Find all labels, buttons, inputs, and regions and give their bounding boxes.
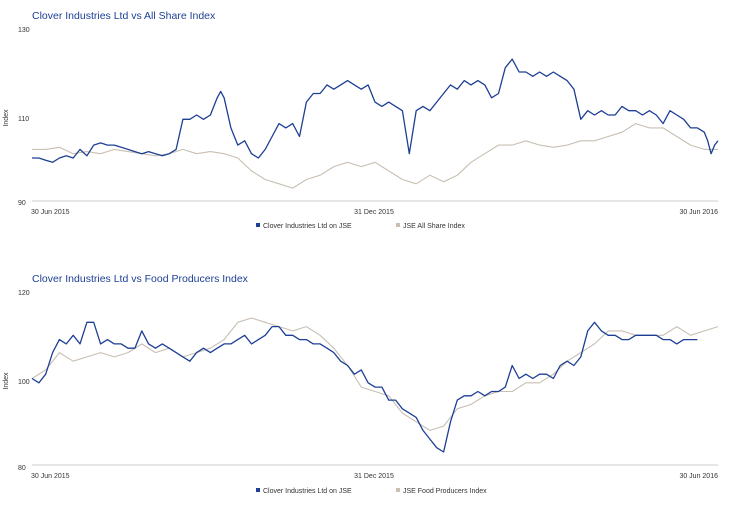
chart-1-x-tick-start: 30 Jun 2015	[31, 209, 70, 216]
chart-1-title: Clover Industries Ltd vs All Share Index	[32, 10, 216, 22]
chart-2-y-axis-label: Index	[3, 372, 10, 390]
chart-2-y-tick-bottom: 80	[18, 465, 26, 472]
chart-1-legend-label-2: JSE All Share Index	[403, 223, 465, 230]
chart-2-x-tick-end: 30 Jun 2016	[679, 473, 718, 480]
chart-1-y-tick-mid: 110	[18, 116, 29, 123]
chart-1-legend-swatch-1	[256, 223, 260, 227]
chart-2-series-1-line	[31, 321, 698, 453]
chart-1-x-tick-mid: 31 Dec 2015	[354, 209, 394, 216]
chart-2-legend-swatch-2	[396, 488, 400, 492]
plot-layer	[31, 58, 719, 466]
chart-2-series-2-line	[31, 317, 719, 431]
chart-1-y-tick-top: 130	[18, 27, 30, 34]
chart-1-legend-label-1: Clover Industries Ltd on JSE	[263, 223, 352, 230]
chart-2-y-tick-mid: 100	[18, 379, 30, 386]
chart-2-legend-label-2: JSE Food Producers Index	[403, 488, 487, 495]
chart-2-legend-swatch-1	[256, 488, 260, 492]
chart-2-title: Clover Industries Ltd vs Food Producers …	[32, 273, 248, 285]
chart-1-series-2-line	[32, 123, 718, 189]
chart-1-series-1-line	[32, 58, 719, 163]
chart-2-legend-label-1: Clover Industries Ltd on JSE	[263, 488, 352, 495]
chart-1-legend-swatch-2	[396, 223, 400, 227]
chart-1-y-tick-bottom: 90	[18, 200, 26, 207]
chart-1-x-tick-end: 30 Jun 2016	[679, 209, 718, 216]
chart-2-x-tick-mid: 31 Dec 2015	[354, 473, 394, 480]
chart-2-y-tick-top: 120	[18, 290, 30, 297]
chart-1-y-axis-label: Index	[3, 109, 10, 127]
chart-2-x-tick-start: 30 Jun 2015	[31, 473, 70, 480]
